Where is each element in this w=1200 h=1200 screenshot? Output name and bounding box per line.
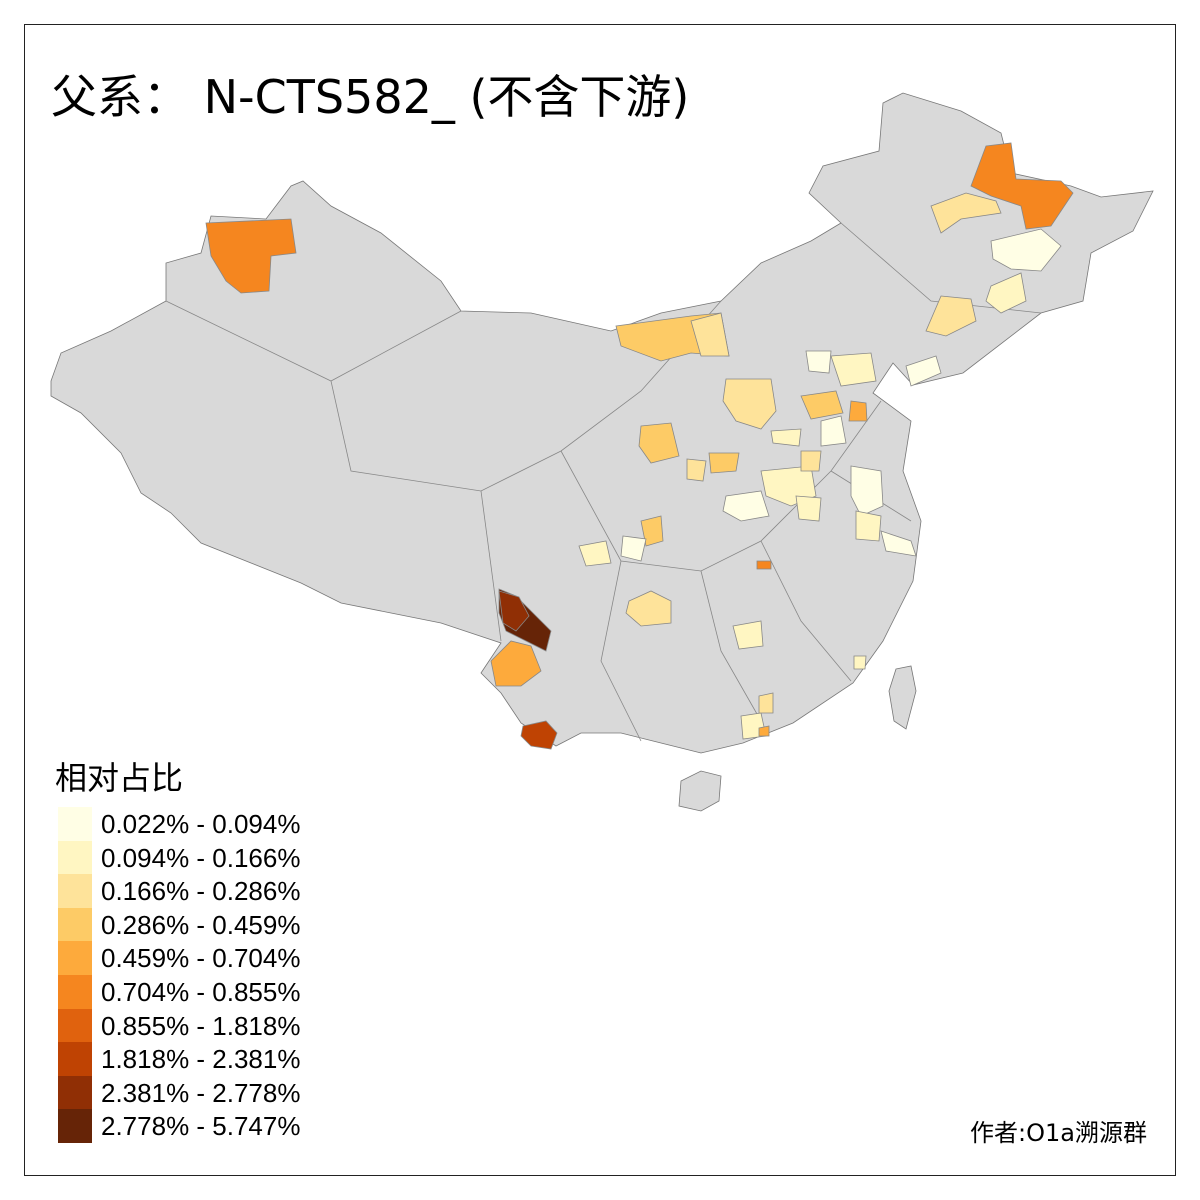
highlighted-region xyxy=(990,228,1062,272)
legend-item: 2.381% - 2.778% xyxy=(58,1075,378,1110)
highlighted-region xyxy=(855,510,882,542)
highlighted-region xyxy=(850,465,884,517)
legend-swatch xyxy=(58,874,92,908)
highlighted-region xyxy=(625,590,672,627)
highlighted-region xyxy=(756,560,772,570)
legend-label: 0.286% - 0.459% xyxy=(101,909,301,940)
legend-label: 2.381% - 2.778% xyxy=(101,1077,301,1108)
highlighted-region xyxy=(690,312,730,357)
province-boundary xyxy=(600,560,642,742)
legend-swatch xyxy=(58,975,92,1009)
highlighted-region xyxy=(925,295,977,337)
china-mainland xyxy=(50,92,1154,754)
author-credit: 作者:O1a溯源群 xyxy=(970,1119,1147,1147)
highlighted-region xyxy=(830,352,877,387)
legend-swatch xyxy=(58,1042,92,1076)
highlighted-region xyxy=(498,590,530,632)
highlighted-region xyxy=(686,458,707,482)
legend-item: 1.818% - 2.381% xyxy=(58,1042,378,1076)
highlighted-region xyxy=(930,192,1002,234)
legend-swatch xyxy=(58,1109,92,1143)
legend-label: 0.459% - 0.704% xyxy=(101,943,301,974)
legend-swatch xyxy=(58,1075,92,1110)
province-boundary xyxy=(760,540,852,682)
legend-item: 0.459% - 0.704% xyxy=(58,941,378,975)
highlighted-region xyxy=(520,720,558,750)
legend-label: 0.855% - 1.818% xyxy=(101,1010,301,1041)
highlighted-region xyxy=(905,355,942,387)
legend-label: 0.166% - 0.286% xyxy=(101,876,301,907)
base-map xyxy=(50,92,1154,812)
highlighted-region xyxy=(770,428,802,447)
province-boundary xyxy=(700,570,762,722)
legend-swatch xyxy=(58,1008,92,1043)
highlighted-region xyxy=(722,490,770,522)
highlighted-region xyxy=(985,272,1027,314)
taiwan-island xyxy=(888,665,917,730)
highlighted-region xyxy=(820,415,847,447)
legend-swatch xyxy=(58,807,92,841)
highlighted-region xyxy=(758,725,770,737)
legend-label: 0.022% - 0.094% xyxy=(101,809,301,839)
highlighted-region xyxy=(880,530,917,557)
highlighted-region xyxy=(758,692,774,714)
legend-label: 2.778% - 5.747% xyxy=(101,1111,301,1142)
legend-label: 0.704% - 0.855% xyxy=(101,977,301,1007)
legend-title: 相对占比 xyxy=(55,759,184,797)
highlighted-region xyxy=(732,620,764,650)
highlighted-region xyxy=(795,495,822,522)
map-title: 父系： N-CTS582_ (不含下游) xyxy=(51,70,690,124)
highlighted-region xyxy=(638,422,680,464)
legend-item: 0.094% - 0.166% xyxy=(58,840,378,875)
hainan-island xyxy=(678,770,722,812)
legend-item: 0.022% - 0.094% xyxy=(58,807,378,841)
highlighted-region xyxy=(805,350,832,374)
legend-item: 0.855% - 1.818% xyxy=(58,1008,378,1043)
highlighted-region xyxy=(708,452,740,474)
highlighted-region xyxy=(640,515,664,547)
highlighted-region xyxy=(848,400,868,422)
highlighted-region xyxy=(970,142,1074,230)
china-map xyxy=(50,92,1154,812)
highlighted-region xyxy=(722,378,777,430)
legend-label: 0.094% - 0.166% xyxy=(101,842,301,873)
legend-item: 0.166% - 0.286% xyxy=(58,874,378,908)
legend-swatch xyxy=(58,840,92,875)
highlighted-region xyxy=(800,390,844,420)
legend-item: 0.286% - 0.459% xyxy=(58,907,378,942)
highlighted-regions xyxy=(205,142,1074,750)
legend-item: 0.704% - 0.855% xyxy=(58,975,378,1009)
legend-label: 1.818% - 2.381% xyxy=(101,1044,301,1075)
highlighted-region xyxy=(205,218,297,294)
map-frame: 父系： N-CTS582_ (不含下游) 相对占比 0.022% - 0.094… xyxy=(24,24,1176,1176)
highlighted-region xyxy=(800,450,822,472)
legend-item: 2.778% - 5.747% xyxy=(58,1109,378,1143)
legend-swatch xyxy=(58,907,92,942)
highlighted-region xyxy=(853,655,867,670)
province-boundary xyxy=(480,490,502,642)
highlighted-region xyxy=(578,540,612,567)
legend-swatch xyxy=(58,941,92,975)
province-boundary xyxy=(330,300,722,492)
highlighted-region xyxy=(620,535,647,562)
province-boundary xyxy=(560,400,882,572)
highlighted-region xyxy=(490,640,542,687)
